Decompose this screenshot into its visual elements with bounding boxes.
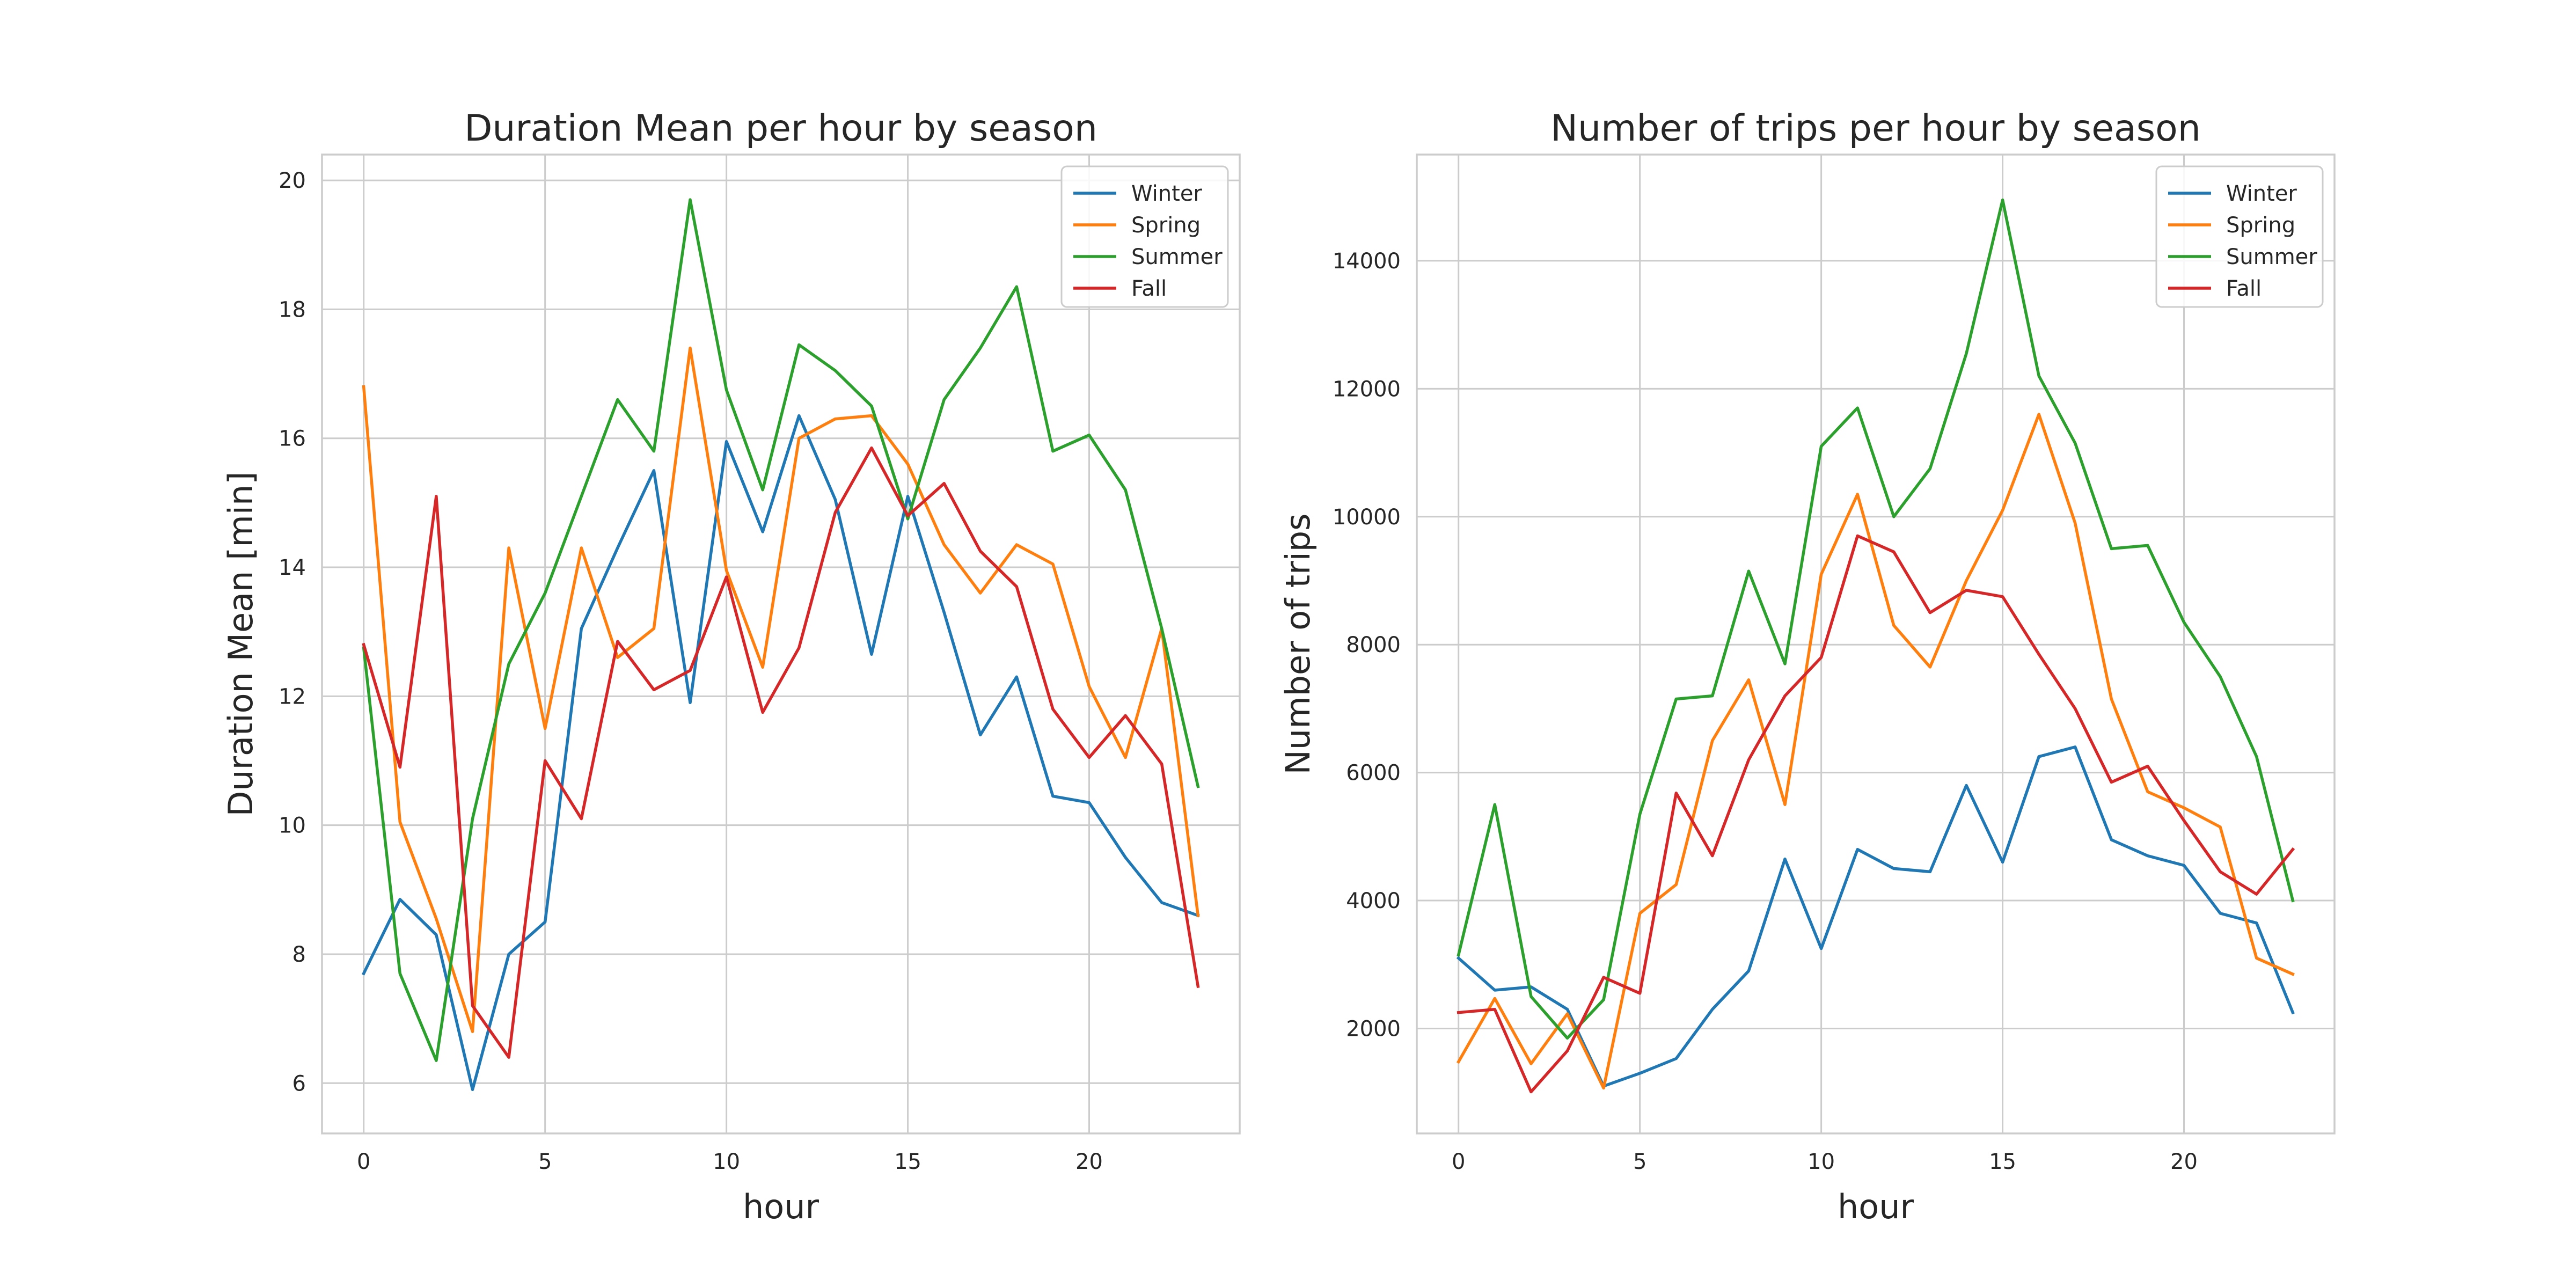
- y-tick-label: 14: [279, 555, 306, 580]
- y-axis-label: Duration Mean [min]: [221, 472, 260, 817]
- chart-title: Duration Mean per hour by season: [464, 107, 1097, 150]
- legend-label-fall: Fall: [2226, 276, 2262, 301]
- x-tick-label: 0: [1452, 1150, 1465, 1174]
- chart-panel-1: 0 5 10 15 20 6 8 10 12 14 16 18 20 Duration Mean per …: [221, 107, 1241, 1226]
- x-tick-label: 5: [1633, 1150, 1646, 1174]
- legend-label-winter: Winter: [1131, 181, 1202, 206]
- x-tick-label: 5: [538, 1150, 552, 1174]
- x-tick-label: 20: [1075, 1150, 1103, 1174]
- y-tick-label: 10: [279, 814, 306, 838]
- legend: Winter Spring Summer Fall: [2155, 165, 2324, 308]
- series-line-summer: [362, 198, 1200, 1062]
- y-tick-label: 10000: [1333, 505, 1401, 530]
- series-line-spring: [1456, 413, 2295, 1090]
- x-tick-label: 20: [2170, 1150, 2198, 1174]
- legend-label-summer: Summer: [1131, 245, 1223, 269]
- legend: Winter Spring Summer Fall: [1060, 165, 1229, 308]
- x-axis-label: hour: [1838, 1187, 1914, 1226]
- chart-title: Number of trips per hour by season: [1550, 107, 2201, 150]
- axes-frame: [321, 153, 1241, 1135]
- series-line-fall: [1457, 534, 2295, 1094]
- x-tick-label: 15: [894, 1150, 921, 1174]
- axes-frame: [1416, 153, 2336, 1135]
- y-tick-label: 20: [279, 169, 306, 193]
- chart-panel-2: 0 5 10 15 20 2000 4000 6000 8000 10000 12000 14000 N…: [1278, 107, 2336, 1226]
- y-tick-label: 6: [292, 1071, 306, 1096]
- y-tick-label: 8: [292, 942, 306, 967]
- y-tick-label: 2000: [1346, 1016, 1401, 1041]
- x-tick-label: 15: [1989, 1150, 2016, 1174]
- legend-label-spring: Spring: [1131, 213, 1201, 238]
- y-tick-label: 16: [279, 427, 306, 451]
- x-axis-label: hour: [743, 1187, 819, 1226]
- legend-label-fall: Fall: [1131, 276, 1167, 301]
- x-tick-label: 10: [713, 1150, 740, 1174]
- legend-box: [2155, 165, 2324, 308]
- y-axis-label: Number of trips: [1278, 514, 1318, 775]
- legend-box: [1060, 165, 1229, 308]
- x-tick-label: 10: [1807, 1150, 1835, 1174]
- x-tick-label: 0: [357, 1150, 370, 1174]
- y-tick-label: 18: [279, 297, 306, 322]
- y-tick-label: 12000: [1333, 377, 1401, 401]
- y-tick-label: 4000: [1346, 889, 1401, 913]
- legend-label-winter: Winter: [2226, 181, 2297, 206]
- plot-area: [322, 155, 1240, 1133]
- series-line-winter: [362, 414, 1200, 1092]
- y-tick-label: 8000: [1346, 633, 1401, 657]
- series-line-summer: [1457, 198, 2295, 1040]
- y-tick-label: 6000: [1346, 761, 1401, 786]
- legend-label-spring: Spring: [2226, 213, 2295, 238]
- series-line-fall: [362, 446, 1200, 1059]
- y-tick-label: 14000: [1333, 249, 1401, 274]
- y-tick-label: 12: [279, 684, 306, 709]
- legend-label-summer: Summer: [2226, 245, 2317, 269]
- series-line-spring: [362, 346, 1200, 1033]
